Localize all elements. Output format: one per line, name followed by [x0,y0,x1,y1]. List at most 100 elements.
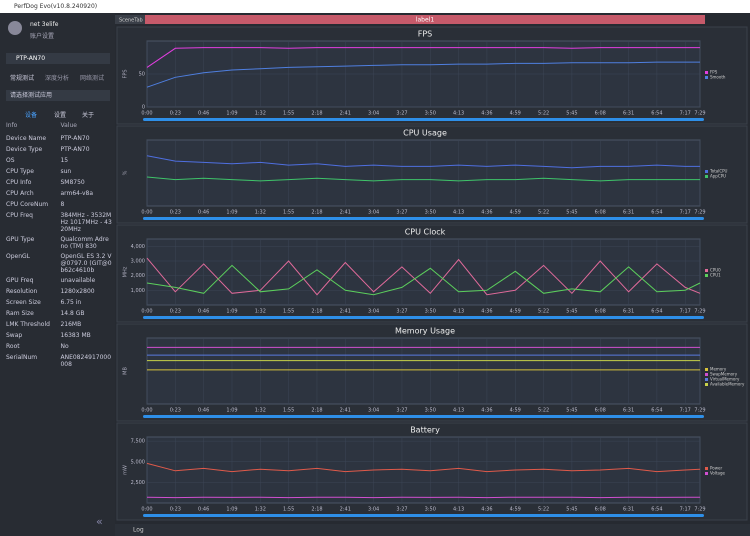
legend-label: FPS [710,70,718,75]
cell: OS [6,157,15,164]
x-tick-label: 2:18 [311,210,322,216]
cell: PTP-AN70 [60,146,90,153]
x-tick-label: 4:59 [510,507,521,513]
cell: Swap [6,332,23,339]
x-tick-label: 4:13 [453,309,464,315]
cell: 216MB [60,321,82,328]
table-row: Device Type PTP-AN70 [6,146,112,153]
table-row: OS 15 [6,157,112,164]
x-tick-label: 5:22 [538,507,549,513]
x-tick-label: 1:32 [255,507,266,513]
legend-label: Smooth [710,75,726,80]
legend-label: TotalCPU [709,169,728,174]
cell: OpenGL [6,253,31,260]
device-select[interactable]: PTP-AN70 [6,53,110,64]
x-tick-label: 1:09 [226,111,237,117]
x-tick-label: 6:54 [651,408,662,414]
x-tick-label: 4:13 [453,408,464,414]
cell: ANE0824917000008 [60,354,112,368]
x-tick-label: 2:41 [340,507,351,513]
x-tick-label: 6:54 [651,111,662,117]
x-tick-label: 7:29 [694,507,705,513]
x-tick-label: 3:04 [368,210,379,216]
x-tick-label: 1:55 [283,210,294,216]
x-tick-label: 4:59 [510,408,521,414]
mode-tab[interactable]: 网络测试 [80,75,105,82]
legend-swatch [705,76,708,79]
legend-label: CPU1 [710,273,721,278]
legend-swatch [705,71,708,74]
title-bar: PerfDog Evo(v10.8.240920) [0,0,750,13]
cell: Screen Size [6,299,41,306]
legend-swatch [705,368,708,371]
x-tick-label: 7:29 [694,111,705,117]
cell: Device Type [6,146,43,153]
x-tick-label: 1:09 [226,210,237,216]
sub-tab[interactable]: 关于 [82,112,95,119]
chart-title: Memory Usage [395,327,455,336]
legend-swatch [705,269,708,272]
tab[interactable] [115,15,145,24]
collapse-icon[interactable]: « [96,515,103,528]
x-tick-label: 1:55 [283,309,294,315]
x-tick-label: 7:29 [694,309,705,315]
cell: 6.75 in [60,299,82,306]
x-tick-label: 0:00 [141,210,152,216]
x-tick-label: 4:36 [481,210,492,216]
cell: Ram Size [6,310,34,317]
x-tick-label: 1:55 [283,408,294,414]
cell: 1280x2800 [60,288,95,295]
account-settings[interactable]: 账户设置 [30,33,55,40]
table-row: Screen Size 6.75 in [6,299,112,306]
cell: LMK Threshold [6,321,50,328]
tab[interactable] [145,15,705,24]
legend-swatch [705,467,708,470]
scrollbar [143,514,704,517]
cell: SerialNum [6,354,38,361]
table-row: OpenGL OpenGL ES 3.2 V@0797.0 (GIT@0b62c4… [6,253,112,274]
x-tick-label: 0:46 [198,309,209,315]
x-tick-label: 2:41 [340,111,351,117]
x-tick-label: 6:08 [595,309,606,315]
x-tick-label: 6:31 [623,507,634,513]
cell: unavailable [60,277,96,284]
series-line [146,61,700,88]
x-tick-label: 1:09 [226,408,237,414]
sub-tab[interactable]: 设置 [54,112,67,119]
x-tick-label: 4:13 [453,111,464,117]
tab-label[interactable]: SceneTab [119,18,143,24]
legend-label: AvailableMemory [710,382,745,387]
cell: GPU Freq [6,277,34,284]
table-row: CPU Arch arm64-v8a [6,190,112,197]
mode-tab[interactable]: 深度分析 [45,75,70,82]
x-tick-label: 6:54 [651,210,662,216]
x-tick-label: 0:46 [198,210,209,216]
x-tick-label: 3:50 [425,111,436,117]
x-tick-label: 5:45 [566,210,577,216]
x-tick-label: 2:18 [311,309,322,315]
cell: SM8750 [60,179,85,186]
x-tick-label: 4:59 [510,309,521,315]
x-tick-label: 0:46 [198,507,209,513]
table-row: Ram Size 14.8 GB [6,310,112,317]
sub-tab[interactable]: 设备 [25,112,38,119]
x-tick-label: 6:54 [651,507,662,513]
x-tick-label: 0:23 [170,408,181,414]
app-select[interactable]: 请选择测试应用 [6,90,110,101]
log-label[interactable]: Log [133,527,144,534]
series-line [146,176,700,182]
x-tick-label: 3:27 [396,111,407,117]
table-row: Root No [6,343,112,350]
x-tick-label: 0:23 [170,309,181,315]
y-axis-label: FPS [123,69,129,78]
cell: CPU Type [6,168,34,175]
y-axis-label: % [123,170,129,175]
tab-label[interactable]: label1 [416,17,435,24]
x-tick-label: 3:50 [425,507,436,513]
x-tick-label: 0:23 [170,111,181,117]
x-tick-label: 3:27 [396,408,407,414]
mode-tab[interactable]: 常规测试 [10,75,35,82]
x-tick-label: 0:46 [198,408,209,414]
table-row: CPU Freq 384MHz - 3532MHz 1017MHz - 4320M… [6,212,112,233]
series-line [146,155,700,169]
